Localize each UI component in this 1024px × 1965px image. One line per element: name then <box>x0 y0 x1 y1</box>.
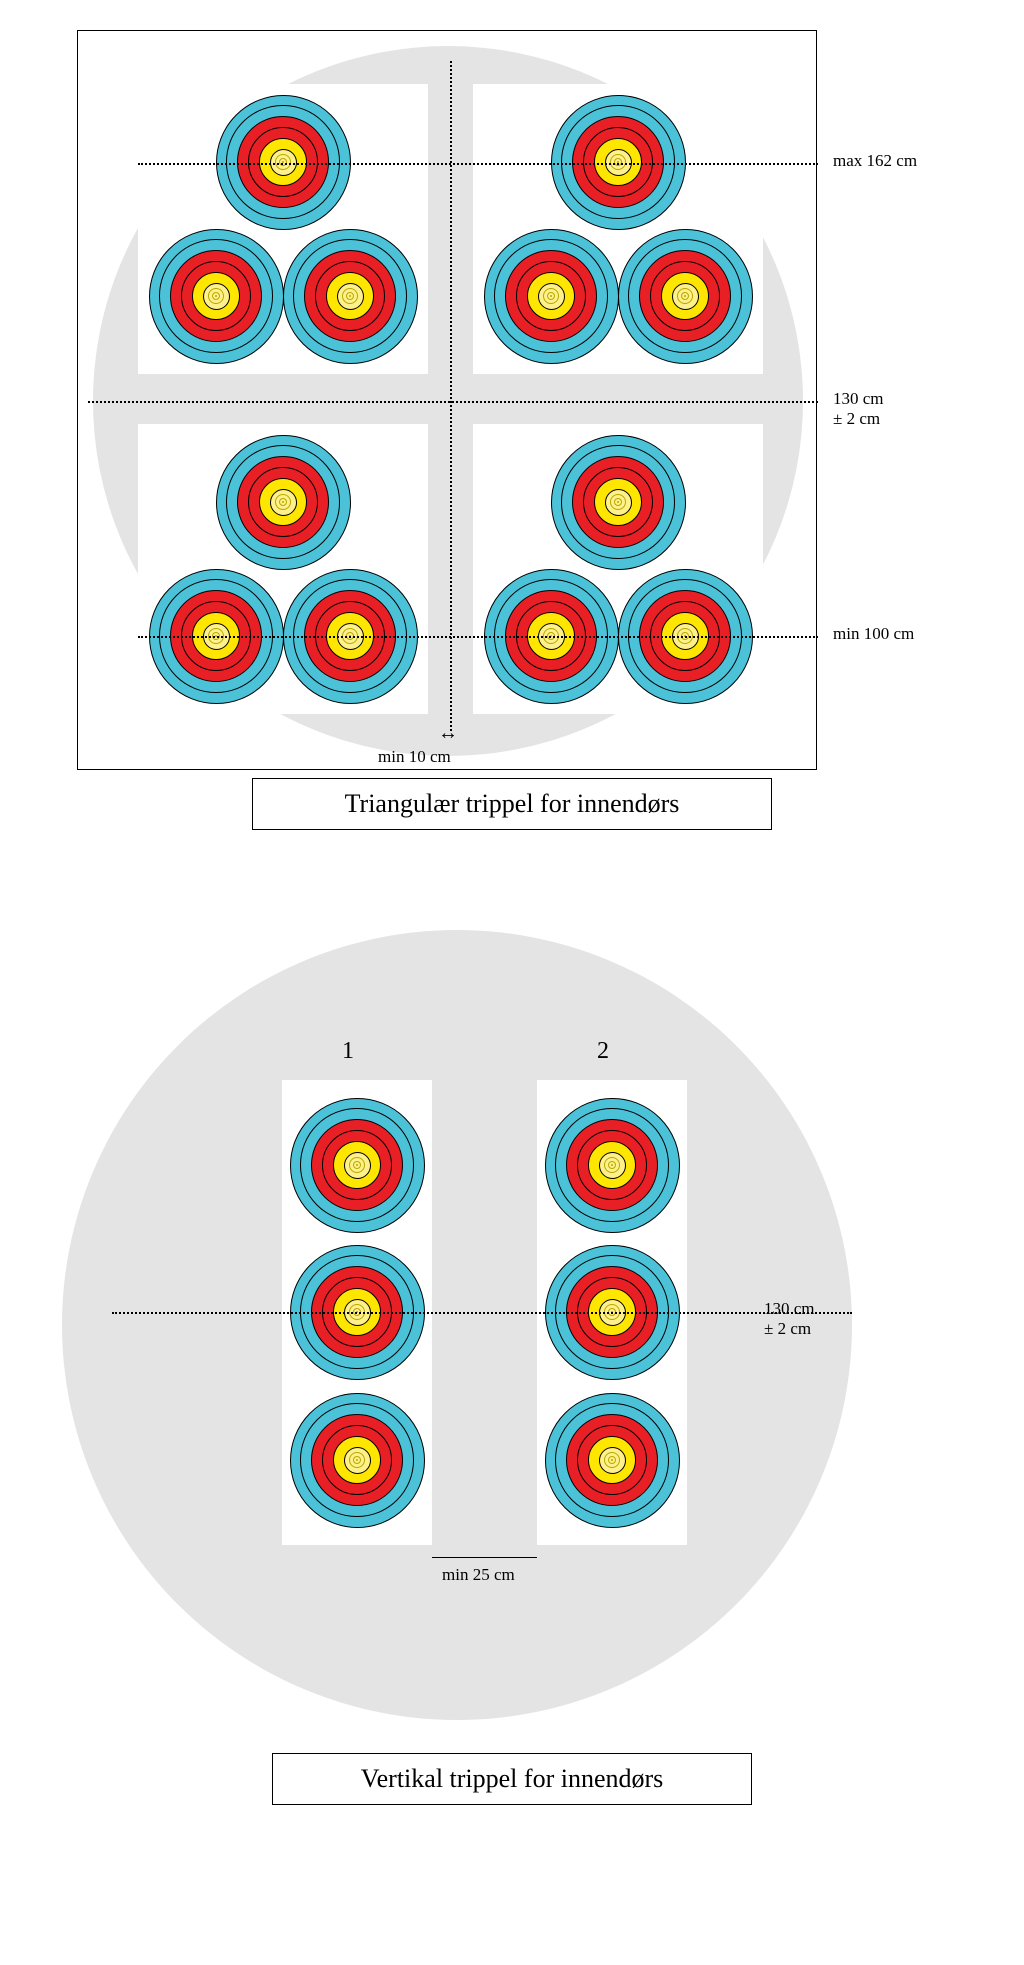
dim-label: ± 2 cm <box>833 409 880 429</box>
d2-target-butt <box>62 930 852 1720</box>
column-number: 1 <box>342 1038 354 1065</box>
target-face <box>484 229 619 364</box>
dim-label: max 162 cm <box>833 151 917 171</box>
target-face <box>290 1098 425 1233</box>
target-face <box>545 1098 680 1233</box>
target-face <box>618 229 753 364</box>
target-face <box>545 1393 680 1528</box>
dim-label: min 100 cm <box>833 624 914 644</box>
dim-line <box>138 636 818 638</box>
d2-caption: Vertikal trippel for innendørs <box>272 1753 752 1805</box>
target-face <box>290 1393 425 1528</box>
target-panel <box>138 84 428 374</box>
d1-gap-label: min 10 cm <box>378 747 451 767</box>
d1-center-vline <box>450 61 452 731</box>
target-face <box>216 95 351 230</box>
d1-outer-frame: ↔ min 10 cm <box>77 30 817 770</box>
d1-caption: Triangulær trippel for innendørs <box>252 778 772 830</box>
vertical-triple-diagram: 1 2 130 cm ± 2 cm min 25 cm Vertikal trip… <box>62 930 962 1810</box>
d2-hline-label1: 130 cm <box>764 1299 815 1319</box>
gap-dim-line <box>432 1557 537 1558</box>
target-face <box>283 229 418 364</box>
d2-gap-label: min 25 cm <box>442 1565 515 1585</box>
triangular-triple-diagram: ↔ min 10 cm max 162 cm 130 cm± 2 cm min 10… <box>77 30 947 840</box>
target-panel <box>138 424 428 714</box>
dim-line <box>138 163 818 165</box>
target-face <box>149 229 284 364</box>
d2-center-hline <box>112 1312 852 1314</box>
dim-line <box>88 401 818 403</box>
target-panel <box>473 424 763 714</box>
dim-label: 130 cm <box>833 389 884 409</box>
target-face <box>551 95 686 230</box>
d2-hline-label2: ± 2 cm <box>764 1319 811 1339</box>
d1-gap-arrow: ↔ <box>438 723 458 743</box>
target-face <box>216 435 351 570</box>
target-panel <box>473 84 763 374</box>
column-number: 2 <box>597 1038 609 1065</box>
target-face <box>551 435 686 570</box>
